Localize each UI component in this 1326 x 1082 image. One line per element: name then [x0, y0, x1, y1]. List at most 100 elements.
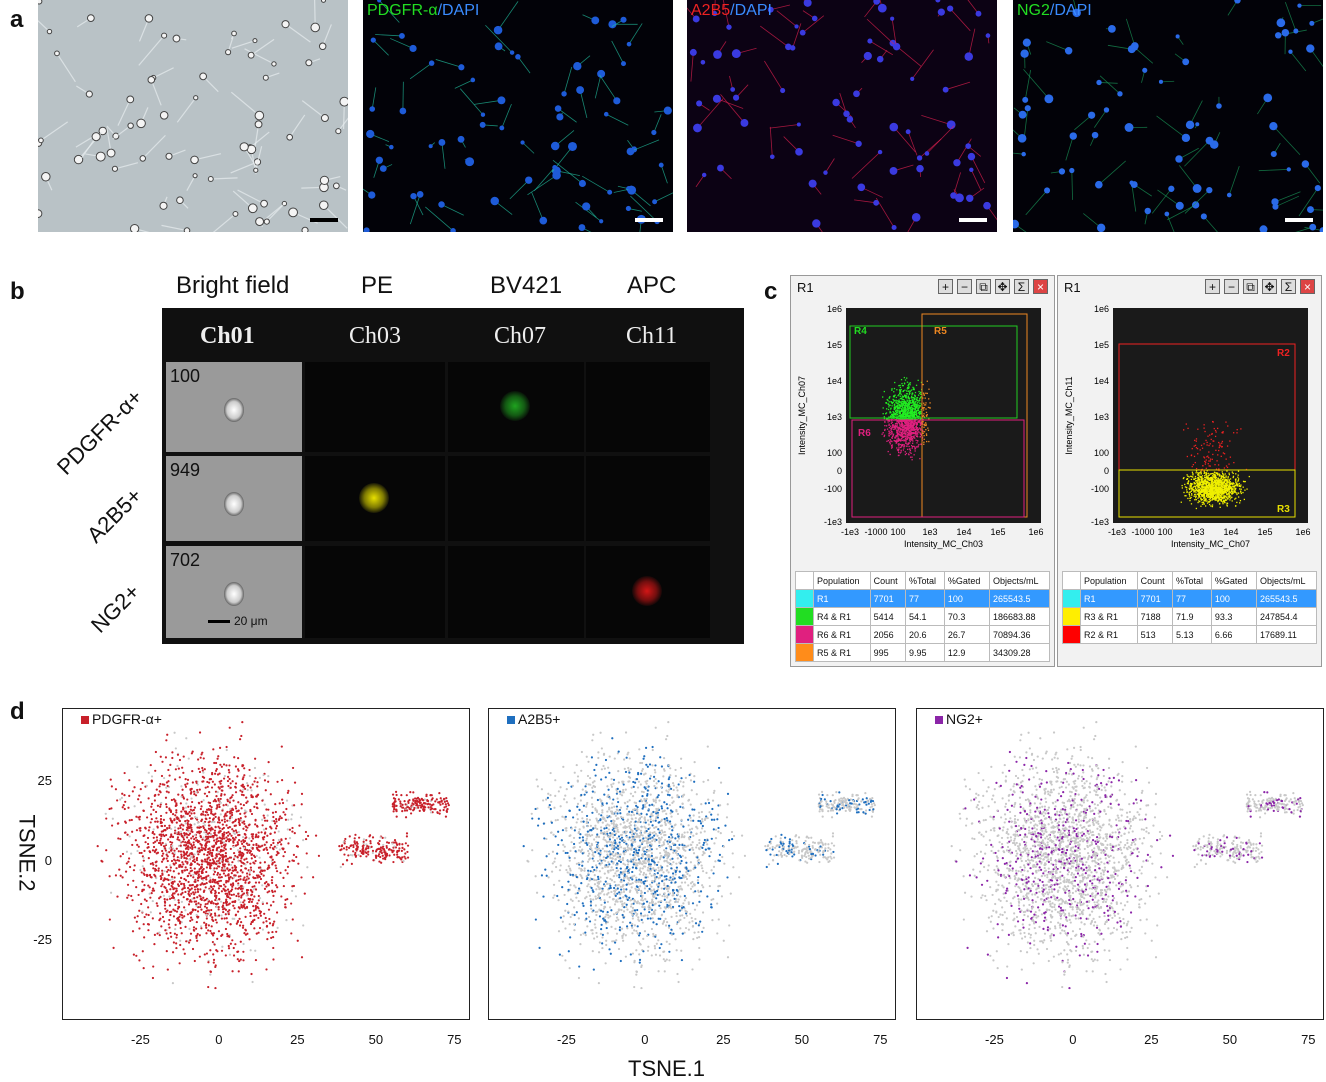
table-header: Objects/mL	[990, 572, 1050, 590]
event-point	[924, 404, 925, 405]
event-point	[1226, 496, 1227, 497]
event-point	[1186, 487, 1187, 488]
event-point	[1199, 472, 1200, 473]
event-point	[891, 441, 892, 442]
highlight-point	[349, 835, 351, 837]
highlight-point	[265, 847, 267, 849]
highlight-point	[156, 905, 158, 907]
pan-icon[interactable]: ✥	[1262, 279, 1277, 294]
highlight-point	[240, 921, 242, 923]
image-label: /DAPI	[438, 2, 480, 19]
highlight-point	[160, 878, 162, 880]
event-point	[1223, 495, 1224, 496]
cell-body	[376, 157, 383, 164]
sum-icon[interactable]: Σ	[1014, 279, 1029, 294]
event-point	[1228, 494, 1229, 495]
close-icon[interactable]: ×	[1300, 279, 1315, 294]
highlight-point	[143, 884, 145, 886]
highlight-point	[135, 816, 137, 818]
event-point	[1183, 492, 1184, 493]
copy-icon[interactable]: ⧉	[976, 279, 991, 294]
pan-icon[interactable]: ✥	[995, 279, 1010, 294]
event-point	[1232, 471, 1233, 472]
y-tick-label: 1e3	[827, 412, 842, 422]
highlight-point	[259, 871, 261, 873]
event-point	[1196, 508, 1197, 509]
event-point	[894, 426, 895, 427]
highlight-point	[200, 820, 202, 822]
highlight-point	[135, 839, 137, 841]
event-point	[898, 447, 899, 448]
event-point	[1199, 494, 1200, 495]
cell-body	[613, 97, 620, 104]
event-point	[1227, 505, 1228, 506]
event-point	[909, 452, 910, 453]
event-point	[907, 428, 908, 429]
event-point	[1200, 506, 1201, 507]
highlight-point	[401, 843, 403, 845]
background-point	[226, 749, 228, 751]
event-point	[925, 404, 926, 405]
event-point	[899, 402, 900, 403]
table-cell: 12.9	[944, 644, 989, 662]
highlight-point	[403, 856, 405, 858]
event-point	[1214, 477, 1215, 478]
highlight-point	[132, 790, 134, 792]
legend: PDGFR-α+	[81, 711, 162, 727]
event-point	[1192, 483, 1193, 484]
cell-body	[1186, 121, 1194, 129]
cell-body	[890, 17, 894, 21]
background-point	[149, 893, 151, 895]
event-point	[1205, 505, 1206, 506]
zoom-out-icon[interactable]: −	[957, 279, 972, 294]
event-point	[1205, 489, 1206, 490]
event-point	[1183, 429, 1184, 430]
highlight-point	[364, 851, 366, 853]
event-point	[1212, 506, 1213, 507]
event-point	[893, 429, 894, 430]
event-point	[1214, 479, 1215, 480]
event-point	[897, 433, 898, 434]
highlight-point	[168, 825, 170, 827]
event-point	[898, 415, 899, 416]
highlight-point	[380, 862, 382, 864]
cell-image	[448, 456, 584, 541]
cell-process	[564, 67, 572, 94]
highlight-point	[383, 848, 385, 850]
close-icon[interactable]: ×	[1033, 279, 1048, 294]
event-point	[1232, 486, 1233, 487]
event-point	[1207, 477, 1208, 478]
highlight-point	[122, 853, 124, 855]
highlight-point	[213, 959, 215, 961]
highlight-point	[146, 816, 148, 818]
highlight-point	[221, 867, 223, 869]
highlight-point	[417, 807, 419, 809]
event-point	[915, 434, 916, 435]
event-point	[1235, 478, 1236, 479]
highlight-point	[346, 848, 348, 850]
cell-process	[143, 135, 166, 158]
zoom-in-icon[interactable]: +	[1205, 279, 1220, 294]
highlight-point	[271, 931, 273, 933]
event-point	[1222, 501, 1223, 502]
zoom-out-icon[interactable]: −	[1224, 279, 1239, 294]
event-point	[1214, 472, 1215, 473]
event-point	[925, 402, 926, 403]
copy-icon[interactable]: ⧉	[1243, 279, 1258, 294]
cell-body	[878, 150, 882, 154]
zoom-in-icon[interactable]: +	[938, 279, 953, 294]
sum-icon[interactable]: Σ	[1281, 279, 1296, 294]
event-point	[889, 427, 890, 428]
highlight-point	[235, 765, 237, 767]
event-point	[1216, 472, 1217, 473]
event-point	[1231, 483, 1232, 484]
cell-body	[627, 42, 632, 47]
